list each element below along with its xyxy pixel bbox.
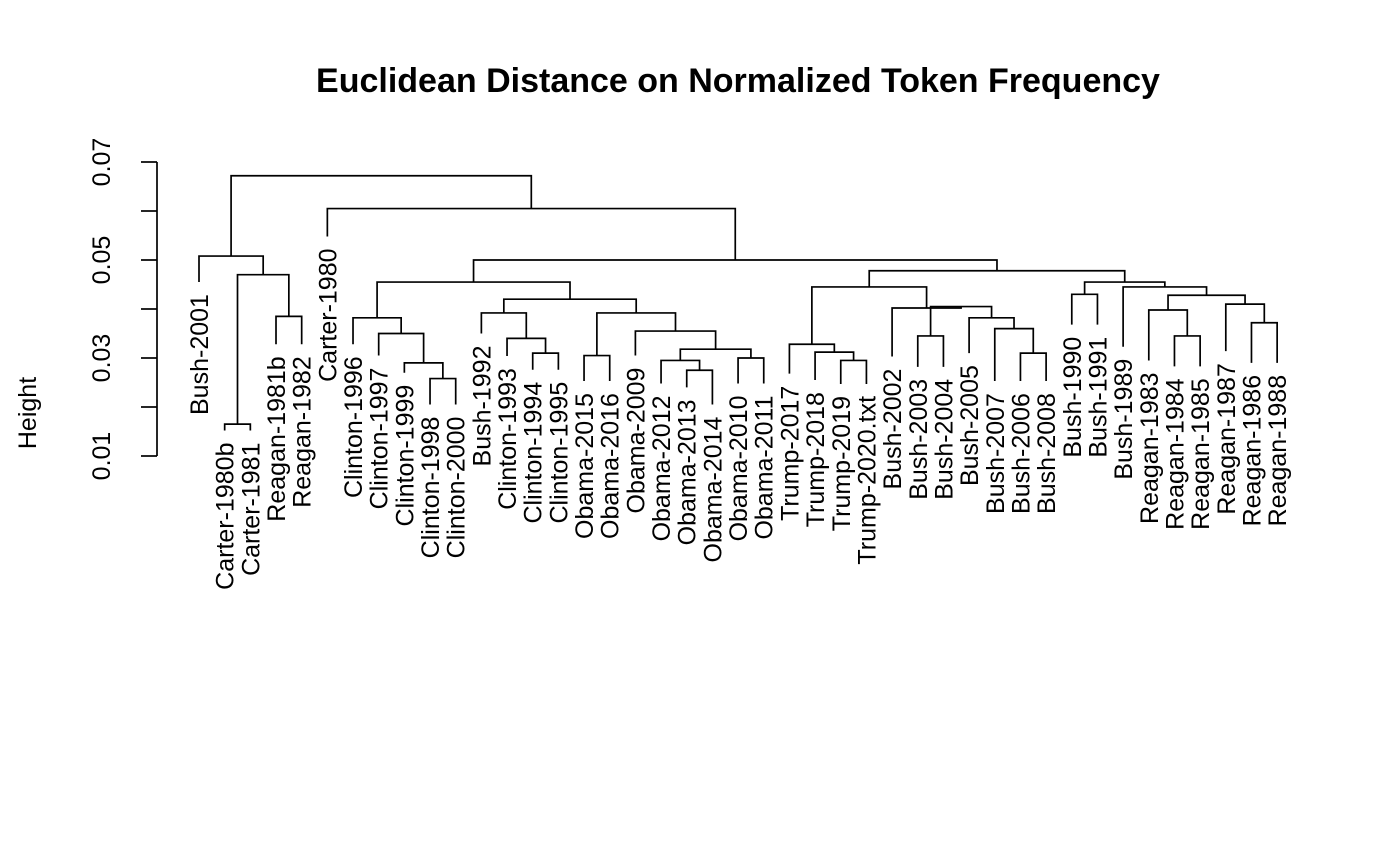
dendrogram-link — [198, 255, 265, 283]
dendrogram-link — [403, 362, 444, 379]
dendrogram-link — [891, 306, 962, 357]
y-axis-title: Height — [14, 377, 42, 449]
leaf-label: Clinton-2000 — [443, 417, 471, 559]
leaf-label: Bush-2007 — [982, 393, 1010, 514]
dendrogram-link — [1070, 293, 1099, 325]
dendrogram-link — [1019, 352, 1047, 382]
leaf-label: Carter-1980b — [212, 443, 240, 590]
y-tick-label: 0.03 — [88, 334, 116, 383]
leaf-label: Bush-2002 — [879, 369, 907, 490]
dendrogram-link — [839, 359, 868, 384]
leaf-label: Clinton-1993 — [494, 368, 522, 510]
leaf-label: Reagan-1983 — [1136, 372, 1164, 524]
leaf-label: Reagan-1982 — [289, 356, 317, 508]
leaf-label: Clinton-1999 — [391, 385, 419, 527]
leaf-label: Obama-2016 — [597, 393, 625, 539]
leaf-label: Reagan-1986 — [1238, 375, 1266, 527]
leaf-label: Bush-2005 — [956, 365, 984, 486]
leaf-label: Clinton-1998 — [417, 417, 445, 559]
y-tick-label: 0.01 — [88, 432, 116, 481]
leaf-label: Obama-2015 — [571, 393, 599, 539]
leaf-label: Obama-2009 — [622, 368, 650, 514]
dendrogram-link — [429, 377, 457, 405]
leaf-label: Carter-1981 — [237, 443, 265, 576]
dendrogram-link — [929, 305, 993, 336]
dendrogram-link — [326, 207, 737, 260]
dendrogram-link — [868, 269, 1126, 287]
dendrogram-link — [531, 352, 560, 370]
dendrogram-link — [502, 298, 638, 313]
dendrogram-link — [377, 332, 425, 363]
leaf-label: Reagan-1988 — [1264, 375, 1292, 527]
dendrogram-link — [275, 315, 303, 345]
leaf-label: Bush-2006 — [1007, 393, 1035, 514]
y-tick-label: 0.05 — [88, 236, 116, 285]
dendrogram-link — [993, 327, 1035, 382]
dendrogram-link — [788, 343, 836, 374]
dendrogram-link — [223, 423, 252, 431]
leaf-label: Obama-2011 — [751, 395, 779, 539]
dendrogram-link — [1167, 294, 1246, 310]
leaf-label: Clinton-1996 — [340, 356, 368, 498]
dendrogram-link — [814, 351, 855, 381]
leaf-label: Carter-1980 — [314, 248, 342, 381]
leaf-label: Bush-1992 — [468, 346, 496, 467]
chart-title: Euclidean Distance on Normalized Token F… — [316, 62, 1160, 100]
leaf-label: Bush-2001 — [186, 294, 214, 415]
dendrogram-link — [634, 330, 717, 356]
leaf-label: Obama-2012 — [648, 395, 676, 541]
dendrogram-link — [1173, 335, 1201, 367]
dendrogram-link — [916, 335, 945, 367]
leaf-label: Reagan-1981b — [263, 356, 291, 521]
y-axis: 0.01 0.03 0.05 0.07 — [88, 138, 158, 481]
leaf-label: Bush-2004 — [930, 379, 958, 500]
leaf-label: Bush-2008 — [1033, 393, 1061, 514]
dendrogram-link — [811, 286, 928, 345]
leaf-label: Obama-2013 — [674, 399, 702, 545]
dendrogram-link — [1224, 303, 1266, 352]
leaf-labels: Bush-2001Carter-1980bCarter-1981Reagan-1… — [186, 248, 1292, 589]
leaf-label: Clinton-1994 — [520, 382, 548, 524]
leaf-label: Bush-1991 — [1084, 337, 1112, 458]
dendrogram-link — [1083, 281, 1166, 295]
leaf-label: Bush-1989 — [1110, 359, 1138, 480]
dendrogram-link — [660, 359, 701, 384]
leaf-label: Obama-2014 — [699, 416, 727, 562]
dendrogram-link — [583, 354, 611, 382]
leaf-label: Trump-2020.txt — [853, 396, 881, 565]
leaf-label: Bush-2003 — [905, 379, 933, 500]
dendrogram-link — [230, 174, 533, 257]
leaf-label: Trump-2018 — [802, 392, 830, 527]
leaf-label: Clinton-1997 — [366, 368, 394, 510]
leaf-label: Trump-2019 — [828, 396, 856, 531]
dendrogram-link — [352, 316, 403, 345]
leaf-label: Reagan-1987 — [1213, 363, 1241, 515]
leaf-label: Clinton-1995 — [545, 382, 573, 524]
leaf-label: Reagan-1985 — [1187, 378, 1215, 530]
dendrogram-link — [968, 316, 1015, 354]
leaf-label: Trump-2017 — [776, 386, 804, 521]
dendrogram-link — [737, 357, 765, 384]
leaf-label: Bush-1990 — [1059, 337, 1087, 458]
y-tick-label: 0.07 — [88, 138, 116, 187]
leaf-label: Reagan-1984 — [1161, 378, 1189, 530]
leaf-label: Obama-2010 — [725, 395, 753, 541]
dendrogram-link — [480, 312, 528, 339]
dendrogram-branches — [198, 174, 1278, 431]
dendrogram-link — [1250, 321, 1278, 363]
